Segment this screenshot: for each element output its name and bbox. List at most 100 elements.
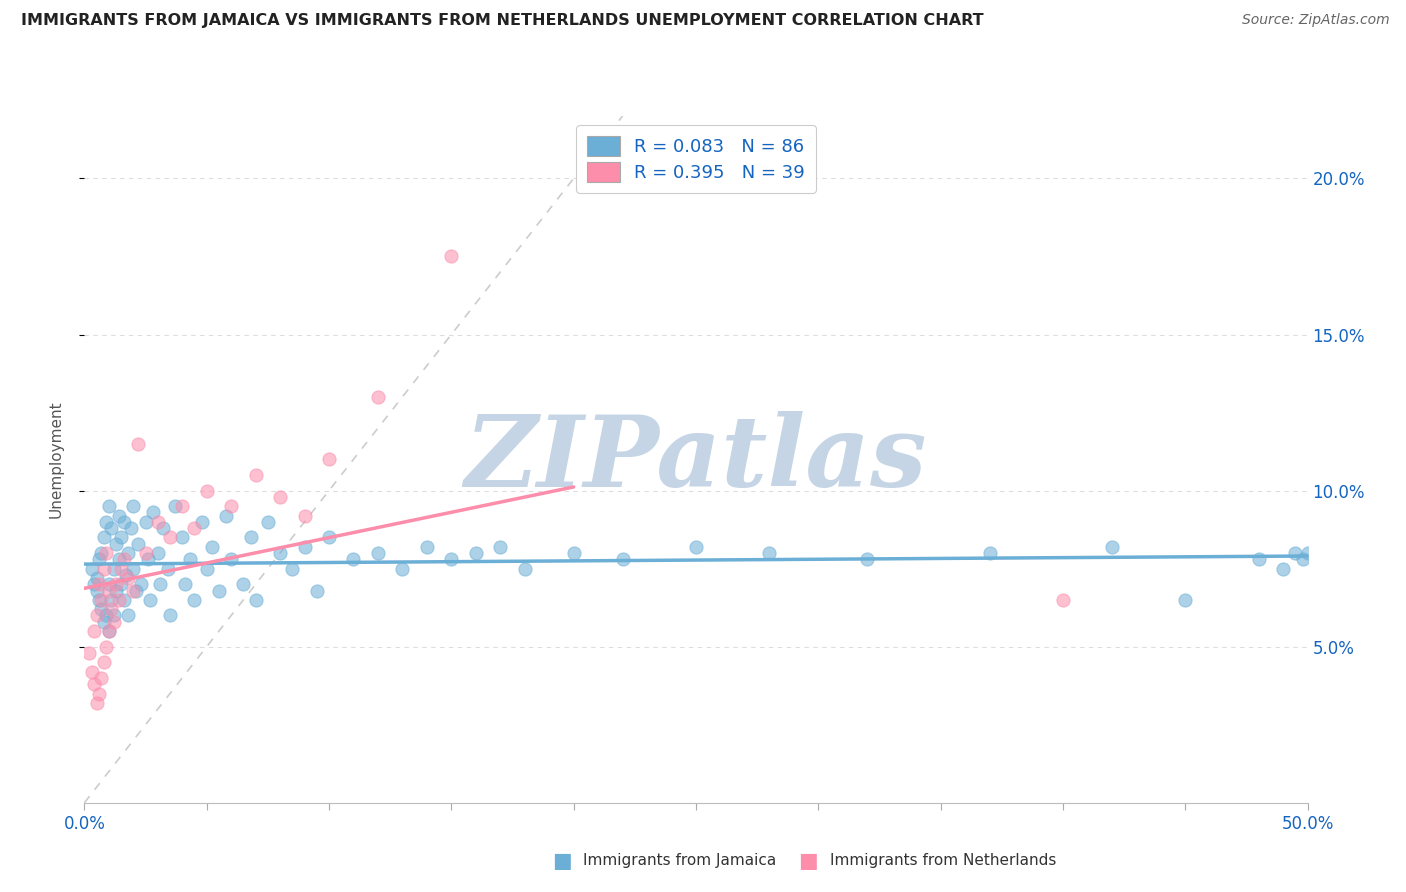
Point [97, 624, 120, 639]
Point [90, 602, 112, 616]
Point [129, 577, 152, 591]
Point [685, 540, 707, 554]
Point [103, 615, 125, 629]
Point [179, 552, 201, 566]
Point [208, 583, 231, 598]
Point [1052, 592, 1074, 607]
Point [77, 646, 100, 660]
Point [87, 592, 110, 607]
Point [122, 500, 145, 514]
Point [159, 530, 181, 544]
Point [758, 546, 780, 560]
Point [83, 577, 105, 591]
Point [245, 592, 267, 607]
Point [90, 592, 112, 607]
Point [117, 571, 139, 585]
Point [122, 583, 145, 598]
Point [219, 552, 242, 566]
Point [86, 571, 108, 585]
Point [120, 521, 142, 535]
Point [87, 552, 110, 566]
Point [156, 562, 179, 576]
Point [93, 615, 115, 629]
Point [391, 562, 413, 576]
Point [96, 515, 118, 529]
Point [100, 602, 122, 616]
Point [979, 546, 1001, 560]
Point [318, 452, 340, 467]
Point [294, 540, 316, 554]
Point [367, 390, 389, 404]
Text: Immigrants from Jamaica: Immigrants from Jamaica [583, 854, 776, 868]
Point [86, 608, 108, 623]
Point [1296, 546, 1319, 560]
Point [464, 546, 486, 560]
Point [219, 500, 242, 514]
Point [1101, 540, 1123, 554]
Point [97, 577, 120, 591]
Point [856, 552, 879, 566]
Legend: R = 0.083   N = 86, R = 0.395   N = 39: R = 0.083 N = 86, R = 0.395 N = 39 [576, 125, 815, 193]
Text: ■: ■ [799, 851, 818, 871]
Y-axis label: Unemployment: Unemployment [49, 401, 63, 518]
Point [172, 500, 194, 514]
Point [93, 562, 115, 576]
Point [97, 624, 120, 639]
Point [107, 592, 129, 607]
Text: IMMIGRANTS FROM JAMAICA VS IMMIGRANTS FROM NETHERLANDS UNEMPLOYMENT CORRELATION : IMMIGRANTS FROM JAMAICA VS IMMIGRANTS FR… [21, 13, 984, 29]
Point [1272, 562, 1295, 576]
Point [215, 508, 238, 523]
Point [110, 530, 132, 544]
Point [117, 608, 139, 623]
Point [103, 608, 125, 623]
Point [90, 546, 112, 560]
Point [80, 665, 103, 679]
Point [127, 536, 149, 550]
Point [93, 655, 115, 669]
Point [1247, 552, 1270, 566]
Point [489, 540, 512, 554]
Point [122, 562, 145, 576]
Point [100, 521, 122, 535]
Point [125, 583, 148, 598]
Point [80, 562, 103, 576]
Point [100, 592, 122, 607]
Text: ■: ■ [553, 851, 572, 871]
Point [195, 483, 218, 498]
Point [135, 515, 157, 529]
Point [294, 508, 316, 523]
Point [96, 640, 118, 654]
Point [112, 592, 135, 607]
Point [112, 552, 135, 566]
Point [117, 546, 139, 560]
Point [269, 490, 291, 504]
Point [269, 546, 291, 560]
Point [115, 568, 138, 582]
Point [245, 467, 267, 482]
Point [83, 624, 105, 639]
Point [416, 540, 439, 554]
Point [281, 562, 304, 576]
Point [127, 436, 149, 450]
Point [105, 583, 128, 598]
Point [105, 577, 128, 591]
Point [96, 546, 118, 560]
Point [110, 577, 132, 591]
Point [87, 577, 110, 591]
Point [191, 515, 214, 529]
Point [135, 546, 157, 560]
Point [1174, 592, 1197, 607]
Point [105, 536, 128, 550]
Point [513, 562, 536, 576]
Point [173, 577, 195, 591]
Point [612, 552, 634, 566]
Point [200, 540, 222, 554]
Point [1284, 546, 1306, 560]
Point [318, 530, 340, 544]
Point [103, 562, 125, 576]
Point [107, 508, 129, 523]
Point [90, 671, 112, 685]
Point [112, 515, 135, 529]
Point [195, 562, 218, 576]
Point [342, 552, 364, 566]
